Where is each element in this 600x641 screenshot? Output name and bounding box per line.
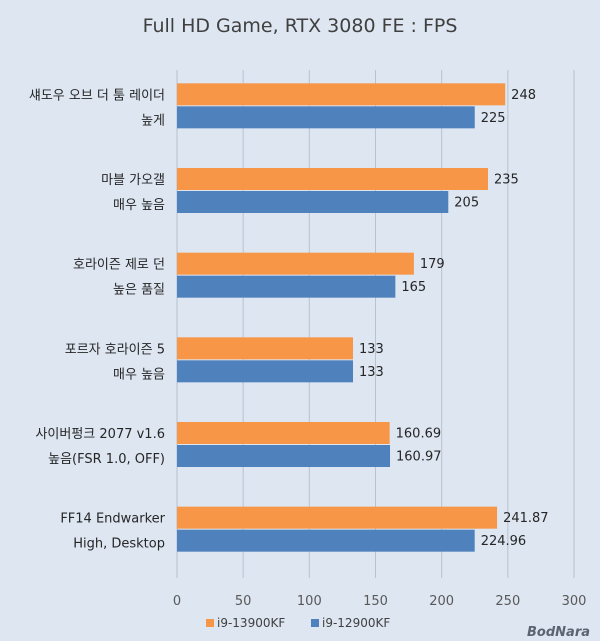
value-label-i9-12900KF-1: 205: [454, 196, 479, 211]
x-tick-label-50: 50: [235, 594, 252, 609]
value-label-i9-12900KF-4: 160.97: [396, 450, 442, 465]
legend: i9-13900KF i9-12900KF: [206, 616, 390, 630]
chart-title: Full HD Game, RTX 3080 FE : FPS: [143, 15, 458, 37]
x-tick-label-100: 100: [297, 594, 322, 609]
category-label-5-1: High, Desktop: [73, 537, 165, 552]
x-tick-label-0: 0: [173, 594, 181, 609]
grid-lines: [176, 70, 575, 578]
bar-i9-13900KF-0: [177, 83, 506, 106]
category-label-2-1: 높은 품질: [113, 283, 165, 298]
category-label-1-1: 매우 높음: [113, 198, 165, 213]
bar-i9-12900KF-2: [177, 275, 396, 298]
bar-i9-13900KF-5: [177, 506, 498, 529]
value-label-i9-13900KF-2: 179: [420, 257, 445, 272]
bar-i9-13900KF-2: [177, 252, 414, 275]
category-label-1-0: 마블 가오갤: [101, 173, 165, 188]
bar-i9-12900KF-5: [177, 529, 475, 552]
x-axis-ticks: 0 50 100 150 200 250 300: [173, 594, 587, 609]
category-label-4-1: 높음(FSR 1.0, OFF): [48, 452, 165, 467]
category-label-5-0: FF14 Endwarker: [60, 512, 165, 527]
value-label-i9-13900KF-0: 248: [511, 88, 536, 103]
watermark: BodNara: [527, 625, 590, 640]
value-labels: 248 225 235 205 179 165 133 133 160.69 160.97 241.…: [359, 88, 549, 549]
x-tick-label-250: 250: [495, 594, 520, 609]
category-label-2-0: 호라이즌 제로 던: [73, 258, 165, 273]
category-label-4-0: 사이버펑크 2077 v1.6: [35, 427, 165, 442]
bar-i9-12900KF-1: [177, 191, 449, 213]
value-label-i9-13900KF-3: 133: [359, 342, 384, 357]
x-tick-label-150: 150: [363, 594, 388, 609]
value-label-i9-12900KF-2: 165: [401, 280, 426, 295]
value-label-i9-13900KF-5: 241.87: [503, 511, 549, 526]
x-tick-label-200: 200: [429, 594, 454, 609]
bar-i9-13900KF-4: [177, 422, 390, 444]
bar-i9-12900KF-4: [177, 445, 391, 467]
legend-label-i9-13900KF: i9-13900KF: [217, 616, 285, 630]
value-label-i9-12900KF-3: 133: [359, 365, 384, 380]
category-label-3-0: 포르자 호라이즌 5: [65, 342, 165, 357]
category-label-0-1: 높게: [141, 113, 165, 128]
legend-swatch-i9-12900KF: [311, 619, 319, 627]
bar-i9-12900KF-3: [177, 360, 354, 383]
legend-swatch-i9-13900KF: [206, 619, 214, 627]
category-label-3-1: 매우 높음: [113, 367, 165, 382]
value-label-i9-13900KF-4: 160.69: [396, 427, 442, 442]
category-label-0-0: 섀도우 오브 더 툼 레이더: [29, 88, 165, 103]
bar-i9-13900KF-3: [177, 337, 354, 360]
value-label-i9-13900KF-1: 235: [494, 173, 519, 188]
x-tick-label-300: 300: [562, 594, 587, 609]
legend-label-i9-12900KF: i9-12900KF: [322, 616, 390, 630]
value-label-i9-12900KF-0: 225: [481, 111, 506, 126]
bars: [177, 83, 506, 552]
bar-i9-13900KF-1: [177, 168, 488, 190]
value-label-i9-12900KF-5: 224.96: [481, 534, 526, 549]
bar-i9-12900KF-0: [177, 106, 475, 129]
